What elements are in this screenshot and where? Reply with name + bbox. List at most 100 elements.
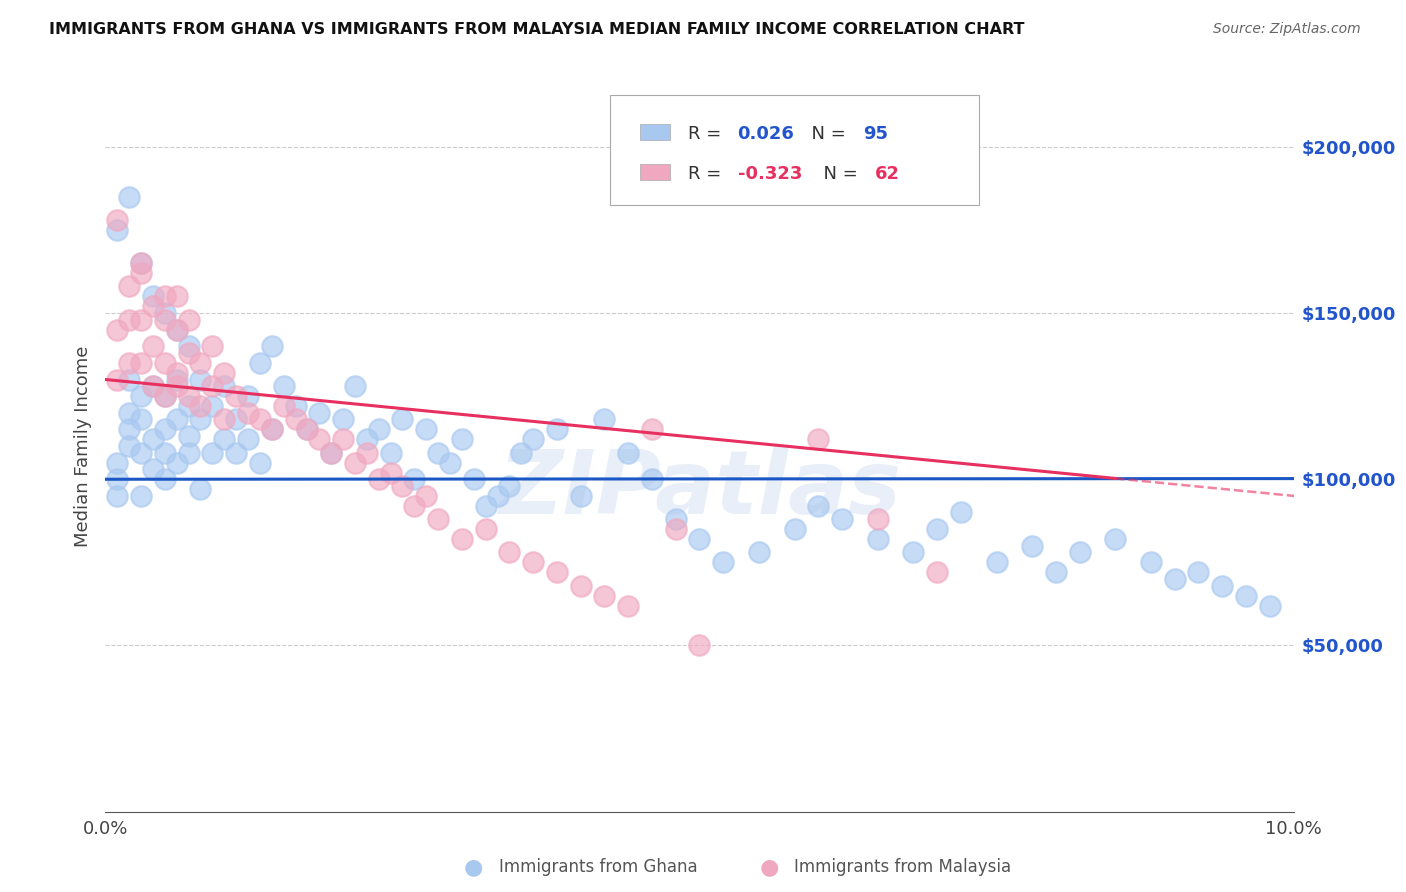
Point (166, 372, 188, 386)
Point (1187, 566, 1209, 580)
Point (1069, 545, 1091, 559)
Point (1258, 599, 1281, 613)
Point (367, 422, 389, 436)
Point (783, 522, 806, 536)
Point (166, 366, 188, 380)
Point (142, 379, 165, 393)
Point (153, 472, 176, 486)
Point (177, 312, 200, 326)
Point (689, 532, 711, 546)
Point (617, 599, 640, 613)
Point (105, 223, 128, 237)
Point (129, 389, 152, 403)
Point (284, 399, 307, 413)
Point (415, 422, 437, 436)
Point (236, 406, 259, 420)
Point (177, 399, 200, 413)
Point (225, 412, 247, 426)
Point (332, 433, 354, 447)
Point (510, 445, 533, 459)
Point (190, 399, 212, 413)
Point (153, 389, 176, 403)
Point (321, 445, 343, 459)
Point (297, 422, 319, 436)
Point (593, 412, 616, 426)
Point (201, 399, 224, 413)
Point (321, 445, 343, 459)
Point (166, 323, 188, 337)
Point (118, 422, 141, 436)
Point (665, 522, 688, 536)
Point (665, 512, 688, 526)
Point (129, 266, 152, 280)
Point (177, 429, 200, 443)
Point (748, 545, 770, 559)
Y-axis label: Median Family Income: Median Family Income (73, 345, 91, 547)
Point (214, 379, 236, 393)
Point (166, 323, 188, 337)
Point (105, 213, 128, 227)
Text: R =: R = (688, 126, 727, 144)
Point (807, 499, 830, 513)
Point (273, 379, 295, 393)
Text: IMMIGRANTS FROM GHANA VS IMMIGRANTS FROM MALAYSIA MEDIAN FAMILY INCOME CORRELATI: IMMIGRANTS FROM GHANA VS IMMIGRANTS FROM… (49, 22, 1025, 37)
Text: ZIPatlas: ZIPatlas (498, 446, 901, 533)
Point (214, 366, 236, 380)
Point (190, 412, 212, 426)
FancyBboxPatch shape (640, 164, 669, 180)
Text: R =: R = (688, 165, 727, 184)
Point (486, 489, 509, 503)
Point (903, 545, 925, 559)
Point (498, 479, 520, 493)
Point (356, 433, 378, 447)
Point (260, 422, 283, 436)
Point (450, 433, 472, 447)
Point (831, 512, 853, 526)
Point (404, 472, 426, 486)
Point (949, 506, 972, 520)
Point (297, 422, 319, 436)
Point (569, 489, 592, 503)
Point (927, 522, 949, 536)
Point (689, 639, 711, 653)
Point (450, 532, 472, 546)
Point (225, 445, 247, 459)
Point (214, 433, 236, 447)
Point (343, 456, 366, 470)
Point (236, 389, 259, 403)
Point (641, 422, 664, 436)
Point (201, 445, 224, 459)
Point (105, 489, 128, 503)
Point (142, 462, 165, 476)
Point (153, 356, 176, 370)
Point (569, 579, 592, 593)
Point (415, 489, 437, 503)
Text: Source: ZipAtlas.com: Source: ZipAtlas.com (1213, 22, 1361, 37)
Point (190, 482, 212, 496)
Point (153, 422, 176, 436)
Point (273, 399, 295, 413)
Point (118, 372, 141, 386)
Point (498, 545, 520, 559)
Point (129, 356, 152, 370)
Point (260, 422, 283, 436)
Point (463, 472, 485, 486)
FancyBboxPatch shape (640, 124, 669, 140)
Point (391, 412, 413, 426)
Point (177, 445, 200, 459)
Point (593, 589, 616, 603)
Point (249, 456, 271, 470)
Point (284, 412, 307, 426)
Point (308, 433, 330, 447)
Point (711, 555, 734, 569)
Point (153, 312, 176, 326)
Point (142, 299, 165, 313)
Point (807, 433, 830, 447)
Point (105, 372, 128, 386)
Point (1104, 532, 1126, 546)
Text: 95: 95 (863, 126, 889, 144)
Point (986, 555, 1008, 569)
Point (129, 489, 152, 503)
Point (142, 433, 165, 447)
Point (105, 323, 128, 337)
